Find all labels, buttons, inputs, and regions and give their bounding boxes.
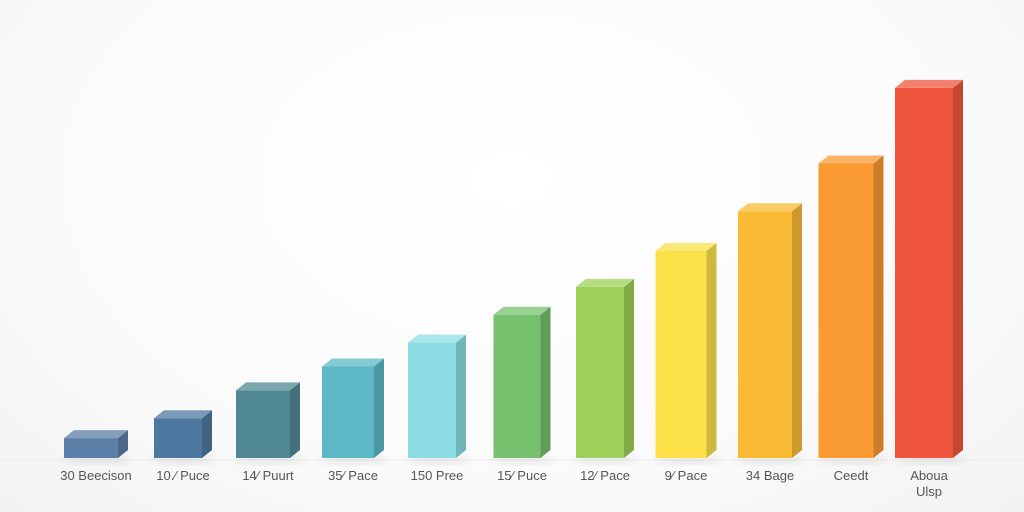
bar-side [202,410,212,458]
x-tick-label: Ceedt [834,468,869,483]
bar-side [290,382,300,458]
bar-9 [736,203,806,463]
bar-side [624,278,634,458]
bar-shadow [234,457,304,463]
bar-6 [491,306,555,463]
bar-3 [234,382,304,463]
x-tick-label: 34 Bage [746,468,794,483]
x-tick-label-line: Ulsp [916,484,942,499]
bar-shadow [406,457,470,463]
bar-side [540,306,551,458]
bar-top [493,306,551,315]
bar-10 [816,155,888,463]
bar-11 [893,79,967,463]
bar-top [655,243,717,252]
x-tick-label-line: 34 Bage [746,468,794,483]
bar-side [792,203,802,458]
bar-front [322,366,374,458]
x-tick-label-line: 10.⁄ Puce [156,468,210,483]
bar-top [154,410,212,419]
x-tick-label-line: 150 Pree [411,468,464,483]
bar-shadow [62,457,132,463]
bar-side [118,430,128,458]
x-tick-label-line: 9⁄ Pace [665,468,708,483]
bar-top [64,430,128,439]
x-tick-label: 150 Pree [411,468,464,483]
bar-front [576,286,624,458]
bar-2 [152,410,216,463]
x-tick-label-line: 15⁄ Puce [497,468,547,483]
bar-top [738,203,802,212]
x-tick-label: Aboua Ulsp [910,468,948,499]
x-tick-label-line: 12⁄ Pace [580,468,630,483]
x-tick-label: 9⁄ Pace [665,468,708,483]
bar-top [818,155,884,164]
x-tick-label: 14⁄ Puurt [242,468,294,483]
bar-shadow [491,457,555,463]
bar-shadow [152,457,216,463]
x-tick-label: 12⁄ Pace [580,468,630,483]
bar-4 [320,358,388,463]
x-tick-label: 30 Beecison [60,468,132,483]
bar-5 [406,334,470,463]
bar-side [873,155,884,459]
x-tick-label: 35⁄ Pace [328,468,378,483]
bar-top [236,382,300,391]
bar-front [818,163,874,459]
bar-front [64,438,118,458]
x-tick-label: 10.⁄ Puce [156,468,210,483]
bar-shadow [653,457,721,463]
bar-shadow [736,457,806,463]
bar-top [895,79,963,88]
bar-side [374,358,384,458]
bar-side [706,243,717,458]
bar-side [953,79,963,459]
bar-front [895,87,953,459]
x-tick-label: 15⁄ Puce [497,468,547,483]
bar-shadow [816,457,888,463]
bar-top [322,358,384,367]
bar-front [655,251,707,458]
bar-shadow [893,457,967,463]
bar-front [493,314,541,458]
x-tick-label-line: Ceedt [834,468,869,483]
bar-1 [62,430,132,463]
bar-top [576,278,634,287]
x-tick-label-line: 14⁄ Puurt [242,468,294,483]
bar-front [154,418,202,458]
x-tick-label-line: 30 Beecison [60,468,132,483]
bar-7 [574,278,638,463]
bar-top [408,334,466,343]
bar-front [738,211,792,458]
bar-front [408,342,456,458]
x-tick-label-line: 35⁄ Pace [328,468,378,483]
bar-side [456,334,466,458]
bar-shadow [320,457,388,463]
bar-8 [653,243,721,463]
bar-front [236,390,290,458]
bar-shadow [574,457,638,463]
x-tick-label-line: Aboua [910,468,948,483]
